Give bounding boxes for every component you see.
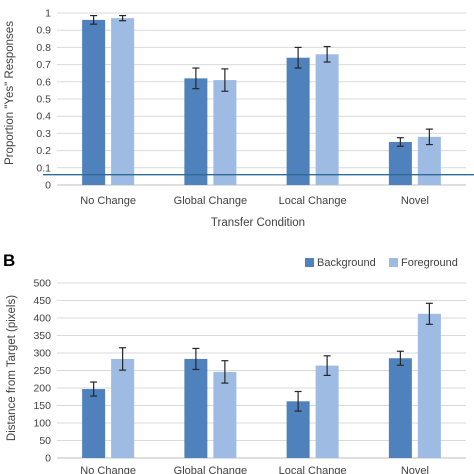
a-y-tick-label: 0	[45, 180, 51, 192]
b-y-tick-label: 100	[33, 418, 51, 430]
b-bar-series2-2	[315, 365, 339, 458]
a-bar-series1-3	[388, 142, 412, 185]
b-bar-series1-3	[388, 358, 412, 458]
a-bar-series1-1	[184, 78, 208, 185]
a-y-tick-label: 1	[45, 8, 51, 20]
b-bar-series1-0	[82, 389, 106, 458]
b-bar-series2-1	[213, 371, 237, 458]
a-bar-series2-3	[417, 136, 441, 185]
b-y-tick-label: 200	[33, 383, 51, 395]
b-y-tick-label: 250	[33, 365, 51, 377]
a-error-bar	[323, 45, 331, 63]
legend-label-background: Background	[317, 257, 376, 269]
a-y-tick-label: 0.4	[36, 111, 51, 123]
b-error-bar	[90, 381, 98, 397]
b-y-tick-label: 450	[33, 295, 51, 307]
legend-swatch-background	[305, 258, 314, 267]
b-error-bar	[294, 390, 302, 412]
a-error-bar	[192, 67, 200, 90]
panel-b-legend: Background Foreground	[305, 257, 458, 269]
a-bar-series1-2	[286, 57, 310, 185]
b-y-tick-label: 150	[33, 400, 51, 412]
b-y-tick-label: 500	[33, 278, 51, 290]
panel-a-y-ticks: 0 0.1 0.2 0.3 0.4 0.5 0.6 0.7 0.8 0.9 1	[36, 8, 51, 192]
a-error-bar	[425, 128, 433, 146]
b-y-tick-label: 50	[39, 435, 51, 447]
b-category-label: Global Change	[174, 465, 247, 474]
b-bar-series1-1	[184, 358, 208, 458]
b-bar-series2-0	[111, 358, 135, 458]
b-error-bar	[192, 347, 200, 371]
a-bar-series2-0	[111, 18, 135, 185]
panel-a-error-bars	[43, 14, 474, 176]
panel-a-chart: 0 0.1 0.2 0.3 0.4 0.5 0.6 0.7 0.8 0.9 1 No Change G…	[4, 8, 474, 229]
a-bar-series2-1	[213, 80, 237, 185]
b-bar-series2-3	[417, 313, 441, 458]
a-bar-series1-0	[82, 19, 106, 185]
panel-b-category-labels: No Change Global Change Local Change Novel	[80, 465, 429, 474]
b-y-tick-label: 300	[33, 348, 51, 360]
panel-b-chart: B 0 50 100 150 200 250 300 350 400 450 500 No Chan…	[3, 251, 466, 474]
a-error-bar	[396, 137, 404, 147]
a-y-tick-label: 0.3	[36, 128, 51, 140]
b-bar-series1-2	[286, 401, 310, 458]
a-y-tick-label: 0.2	[36, 145, 51, 157]
b-category-label: No Change	[80, 465, 136, 474]
a-error-bar	[221, 68, 229, 92]
b-error-bar	[425, 302, 433, 325]
b-error-bar	[323, 355, 331, 376]
b-category-label: Local Change	[279, 465, 347, 474]
a-category-label: No Change	[80, 195, 136, 207]
panel-a-category-labels: No Change Global Change Local Change Novel	[80, 195, 429, 207]
a-category-label: Local Change	[279, 195, 347, 207]
b-y-tick-label: 350	[33, 330, 51, 342]
a-y-tick-label: 0.9	[36, 25, 51, 37]
panel-a-y-axis-label: Proportion "Yes" Responses	[4, 21, 16, 165]
a-category-label: Global Change	[174, 195, 247, 207]
a-y-tick-label: 0.5	[36, 94, 51, 106]
panel-a-x-axis-label: Transfer Condition	[211, 217, 305, 229]
a-error-bar	[119, 14, 127, 22]
panel-b-bars	[82, 313, 441, 458]
legend-swatch-foreground	[389, 258, 398, 267]
panel-b-error-bars	[90, 302, 433, 412]
a-y-tick-label: 0.8	[36, 42, 51, 54]
b-y-tick-label: 400	[33, 313, 51, 325]
a-error-bar	[90, 14, 98, 25]
a-y-tick-label: 0.1	[36, 162, 51, 174]
a-bar-series2-2	[315, 54, 339, 185]
panel-b-y-axis-label: Distance from Target (pixels)	[6, 295, 18, 441]
b-error-bar	[396, 350, 404, 366]
legend-label-foreground: Foreground	[401, 257, 458, 269]
panel-a-bars	[82, 18, 441, 185]
b-error-bar	[221, 360, 229, 384]
a-error-bar	[294, 46, 302, 69]
panel-b-letter: B	[3, 251, 15, 270]
b-category-label: Novel	[401, 465, 429, 474]
a-y-tick-label: 0.7	[36, 59, 51, 71]
a-category-label: Novel	[401, 195, 429, 207]
b-error-bar	[119, 347, 127, 371]
panel-b-y-ticks: 0 50 100 150 200 250 300 350 400 450 500	[33, 278, 51, 465]
b-y-tick-label: 0	[45, 453, 51, 465]
a-y-tick-label: 0.6	[36, 76, 51, 88]
